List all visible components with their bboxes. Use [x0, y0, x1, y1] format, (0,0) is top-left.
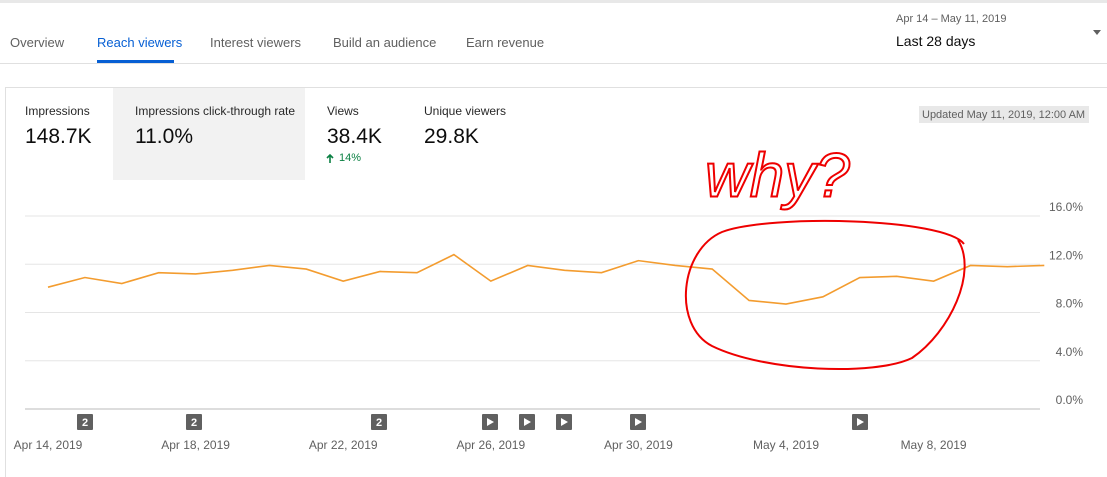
play-icon — [857, 418, 864, 426]
metric-label: Unique viewers — [424, 104, 507, 118]
tab[interactable]: Earn revenue — [466, 35, 545, 50]
event-count: 2 — [376, 417, 382, 429]
x-tick-label: Apr 30, 2019 — [604, 438, 673, 452]
event-count: 2 — [191, 417, 197, 429]
hand-drawn-circle — [684, 219, 966, 371]
y-tick-label: 0.0% — [1056, 393, 1084, 407]
tab[interactable]: Reach viewers — [97, 35, 183, 50]
x-tick-label: Apr 26, 2019 — [456, 438, 525, 452]
metric-change: 14% — [339, 152, 362, 164]
x-tick-label: Apr 22, 2019 — [309, 438, 378, 452]
x-tick-label: Apr 14, 2019 — [14, 438, 83, 452]
play-icon — [487, 418, 494, 426]
y-tick-label: 8.0% — [1056, 297, 1084, 311]
handwritten-note: why? — [705, 141, 850, 210]
chart: 0.0% 4.0% 8.0% 12.0% 16.0% Apr 14, 2019 Apr 18… — [14, 200, 1084, 452]
active-tab-underline — [97, 60, 174, 63]
line — [47, 253, 1045, 305]
tab[interactable]: Interest viewers — [210, 35, 302, 50]
dropdown-arrow[interactable] — [1093, 30, 1101, 35]
play-icon — [561, 418, 568, 426]
event-marker — [371, 414, 387, 430]
top-shadow — [0, 0, 1107, 3]
updated-badge — [919, 106, 1089, 123]
event-marker — [186, 414, 202, 430]
date-label[interactable]: Last 28 days — [896, 33, 976, 49]
metric-value: 38.4K — [327, 125, 382, 148]
x-tick-label: Apr 18, 2019 — [161, 438, 230, 452]
event-marker — [77, 414, 93, 430]
metric-value: 148.7K — [25, 125, 92, 148]
updated-text: Updated May 11, 2019, 12:00 AM — [922, 109, 1085, 121]
card — [5, 87, 1107, 477]
metric-label: Impressions click-through rate — [135, 104, 296, 118]
metric-value: 29.8K — [424, 125, 479, 148]
x-tick-label: May 8, 2019 — [901, 438, 967, 452]
x-tick-label: May 4, 2019 — [753, 438, 819, 452]
date-period: Apr 14 – May 11, 2019 — [896, 13, 1007, 25]
metric-label: Views — [327, 104, 359, 118]
play-icon — [635, 418, 642, 426]
metric-value: 11.0% — [135, 125, 193, 148]
tab[interactable]: Overview — [10, 35, 65, 50]
y-tick-label: 4.0% — [1056, 345, 1084, 359]
metric-label: Impressions — [25, 104, 90, 118]
y-tick-label: 16.0% — [1049, 200, 1083, 214]
play-icon — [524, 418, 531, 426]
y-tick-label: 12.0% — [1049, 248, 1083, 262]
selected-metric[interactable] — [113, 88, 305, 180]
event-count: 2 — [82, 417, 88, 429]
up-arrow — [326, 153, 334, 163]
tab[interactable]: Build an audience — [333, 35, 437, 50]
